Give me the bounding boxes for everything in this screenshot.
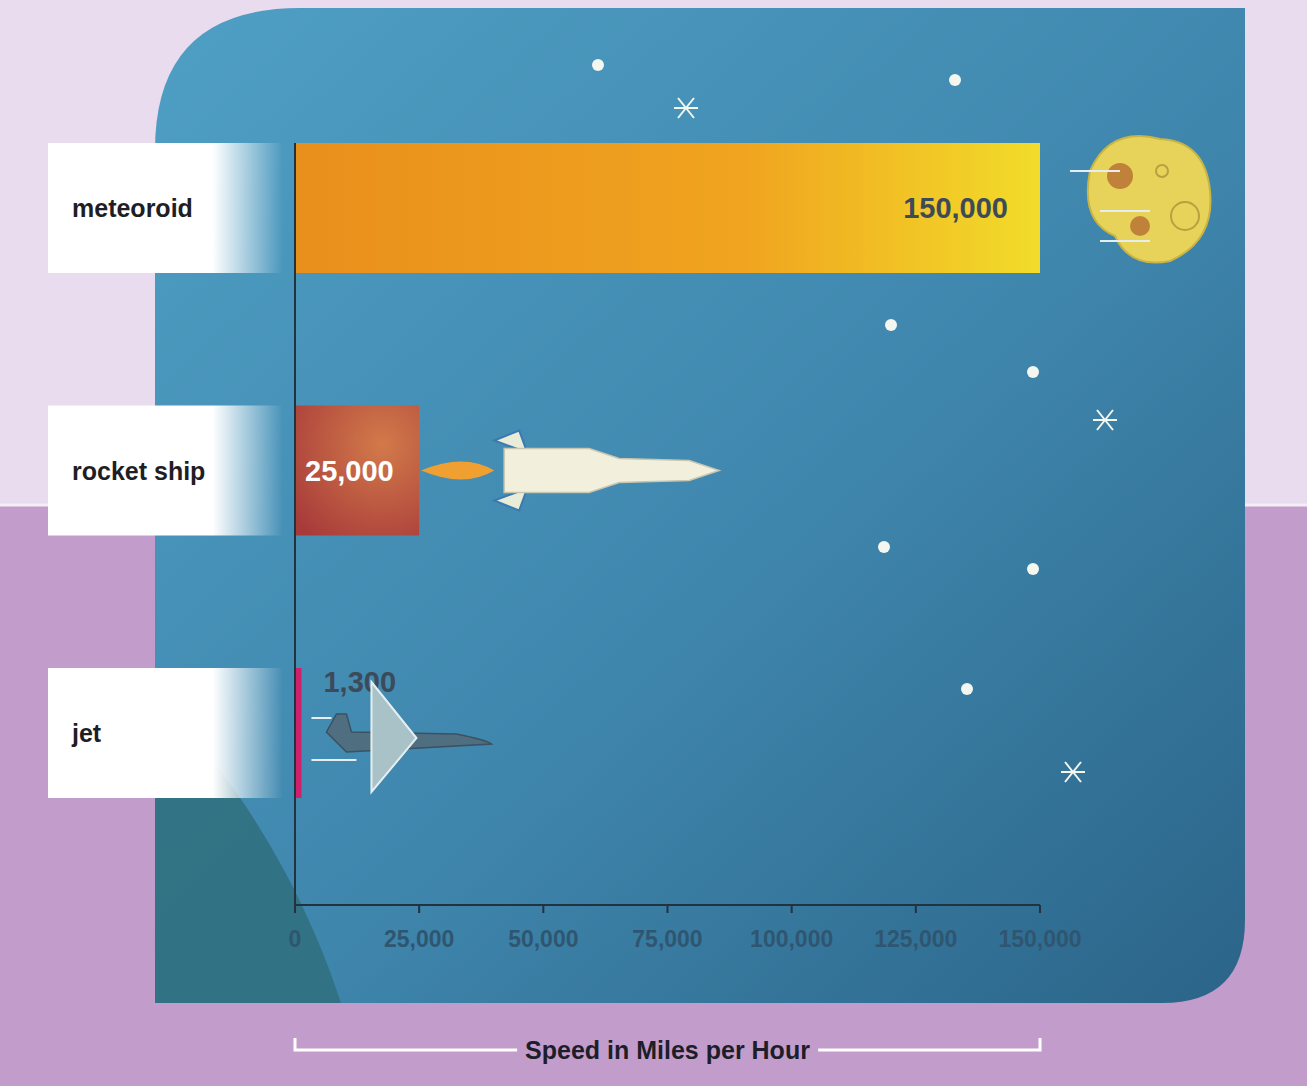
x-tick (1039, 905, 1041, 913)
path (504, 449, 719, 493)
panel (155, 8, 1245, 1003)
star (961, 683, 973, 695)
bars (295, 143, 1040, 798)
line (678, 98, 694, 118)
x-tick-label: 50,000 (508, 926, 578, 952)
path (1088, 136, 1211, 262)
asteroid-icon (1070, 136, 1211, 262)
category-box (48, 406, 283, 536)
x-tick-label: 150,000 (998, 926, 1081, 952)
x-tick (667, 905, 669, 913)
sparkle (1093, 410, 1117, 430)
star (885, 319, 897, 331)
line (1065, 762, 1081, 782)
line (1097, 410, 1113, 430)
x-tick-label: 25,000 (384, 926, 454, 952)
decoration (0, 59, 1117, 1086)
line (1097, 410, 1113, 430)
rocket-icon (421, 431, 719, 511)
line (311, 759, 356, 761)
y-axis-line (294, 143, 296, 905)
star (592, 59, 604, 71)
line (1100, 210, 1150, 212)
circle (1130, 216, 1150, 236)
x-tick-label: 0 (289, 926, 302, 952)
category-box (48, 143, 283, 273)
star (878, 541, 890, 553)
data-label: 150,000 (903, 192, 1008, 224)
polyline (818, 1038, 1040, 1050)
data-label: 1,300 (323, 666, 396, 698)
category-label: meteoroid (72, 194, 193, 222)
bar (295, 143, 1040, 273)
planet (0, 450, 380, 1086)
line (1070, 170, 1120, 172)
polyline (295, 1038, 517, 1050)
x-tick (418, 905, 420, 913)
circle (1171, 202, 1199, 230)
chart-root: meteoroid rocket ship jet 150,000 25,000 1,30… (0, 0, 1307, 1086)
category-box (48, 668, 283, 798)
line (678, 98, 694, 118)
x-tick (915, 905, 917, 913)
x-tick-label: 100,000 (750, 926, 833, 952)
line (1065, 762, 1081, 782)
star (1027, 366, 1039, 378)
x-tick-label: 75,000 (632, 926, 702, 952)
circle (1156, 165, 1168, 177)
x-tick (791, 905, 793, 913)
bar (295, 406, 419, 536)
circle (1107, 163, 1133, 189)
sparkle (1061, 762, 1085, 782)
data-label: 25,000 (305, 455, 394, 487)
x-tick-label: 125,000 (874, 926, 957, 952)
x-axis-title: Speed in Miles per Hour (525, 1036, 810, 1064)
line (311, 717, 331, 719)
x-tick (542, 905, 544, 913)
x-tick (294, 905, 296, 913)
path (421, 462, 494, 480)
path (371, 682, 416, 792)
line (1100, 240, 1150, 242)
axis-bracket (295, 1038, 1040, 1050)
category-label: rocket ship (72, 457, 205, 485)
star (1027, 563, 1039, 575)
category-label: jet (71, 719, 102, 747)
data-labels: 150,000 25,000 1,300 (305, 192, 1008, 698)
jet-icon (311, 682, 491, 792)
sparkle (674, 98, 698, 118)
star (949, 74, 961, 86)
